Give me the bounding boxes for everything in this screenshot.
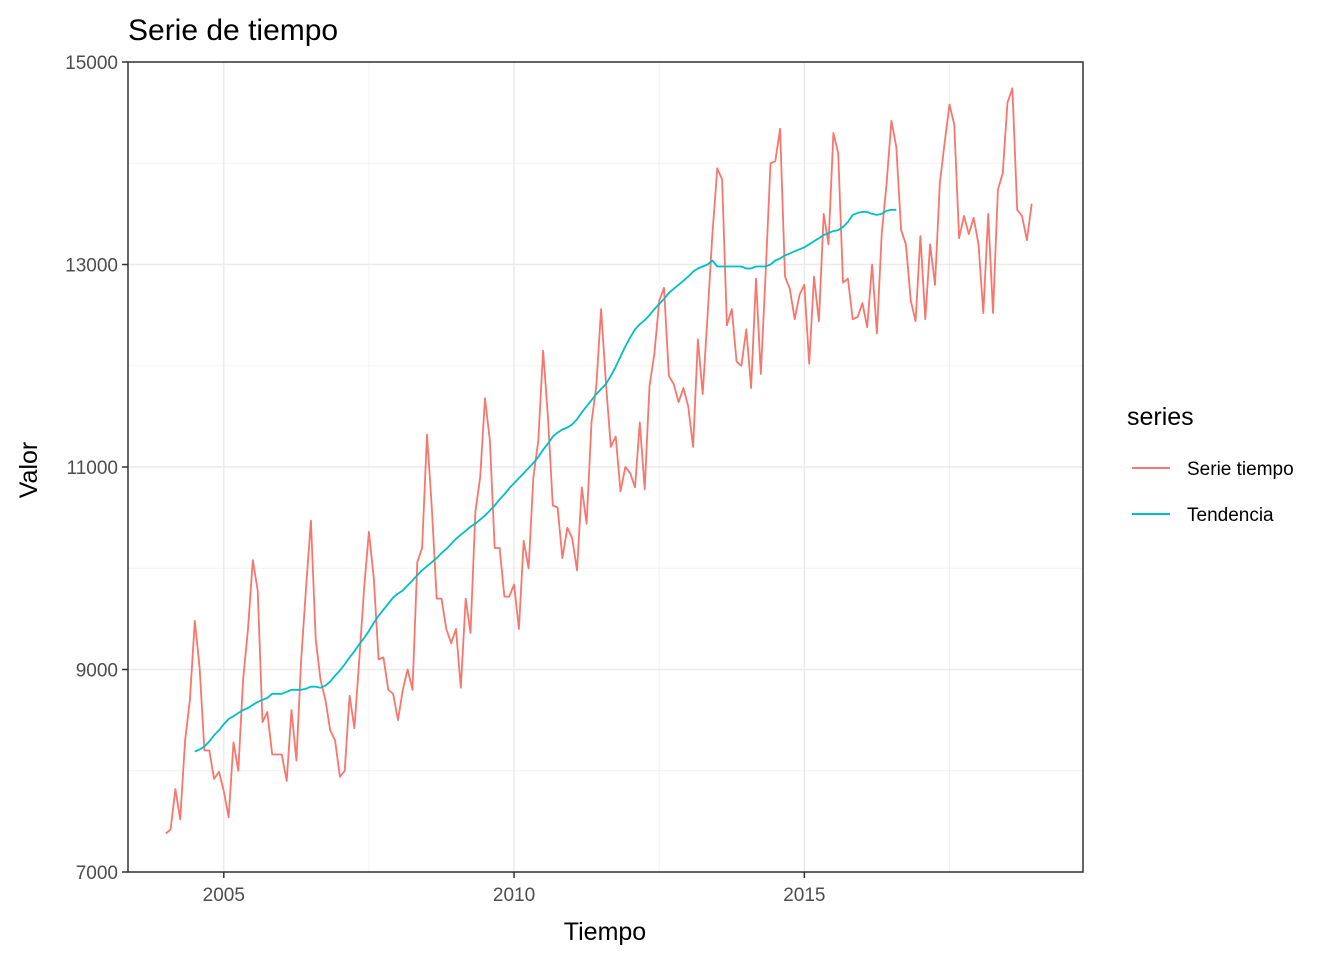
series-line-serie-tiempo — [165, 87, 1033, 835]
x-axis: 2005 2010 2015 — [203, 872, 825, 906]
y-tick-label: 11000 — [67, 458, 118, 479]
x-tick-label: 2005 — [203, 885, 245, 906]
plot-panel — [127, 61, 1084, 873]
series-lines — [165, 87, 1033, 835]
chart-title: Serie de tiempo — [128, 14, 338, 47]
x-axis-label: Tiempo — [564, 918, 646, 946]
legend-label-serie-tiempo: Serie tiempo — [1187, 459, 1294, 480]
legend-title: series — [1127, 403, 1194, 431]
y-tick-label: 7000 — [76, 863, 118, 884]
y-tick-label: 13000 — [65, 256, 118, 277]
x-tick-label: 2010 — [493, 885, 535, 906]
legend: series Serie tiempo Tendencia — [1127, 403, 1294, 526]
legend-items: Serie tiempo Tendencia — [1132, 459, 1294, 526]
legend-label-tendencia: Tendencia — [1187, 505, 1274, 526]
y-axis-label: Valor — [15, 442, 43, 499]
y-tick-label: 15000 — [65, 53, 118, 74]
series-line-tendencia — [194, 208, 897, 753]
y-axis: 7000 9000 11000 13000 15000 — [65, 53, 128, 884]
x-tick-label: 2015 — [783, 885, 825, 906]
y-tick-label: 9000 — [76, 661, 118, 682]
